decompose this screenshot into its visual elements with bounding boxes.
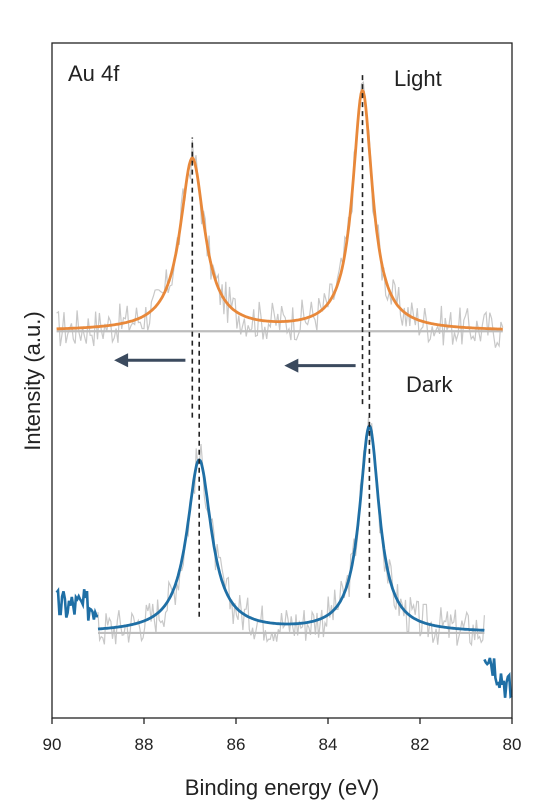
fit-curve-light-fit	[56, 89, 504, 331]
y-axis-label: Intensity (a.u.)	[20, 311, 45, 450]
fit-tail-left-dark	[55, 587, 99, 621]
x-tick-label-82: 82	[411, 735, 430, 754]
shift-arrows-layer	[114, 353, 356, 373]
x-tick-label-88: 88	[135, 735, 154, 754]
fit-curve-dark-fit	[97, 424, 485, 632]
x-tick-label-90: 90	[43, 735, 62, 754]
element-label: Au 4f	[68, 61, 120, 86]
fit-tail-right-dark	[483, 657, 513, 699]
plot-frame	[51, 42, 513, 719]
dark-label: Dark	[406, 372, 453, 397]
x-tick-label-86: 86	[227, 735, 246, 754]
shift-arrow-head-1	[284, 358, 299, 373]
light-label: Light	[394, 66, 442, 91]
x-tick-label-80: 80	[503, 735, 522, 754]
raw-trace-dark-fit	[97, 417, 485, 647]
x-axis-label: Binding energy (eV)	[185, 775, 379, 800]
x-tick-label-84: 84	[319, 735, 338, 754]
shift-arrow-head-0	[114, 353, 129, 368]
fit-curves-layer	[55, 89, 513, 699]
raw-trace-light-fit	[56, 80, 504, 348]
baseline-layer	[56, 330, 503, 635]
reference-lines-layer	[191, 72, 371, 617]
x-axis-ticks: 90 88 86 84 82 80	[43, 718, 522, 754]
